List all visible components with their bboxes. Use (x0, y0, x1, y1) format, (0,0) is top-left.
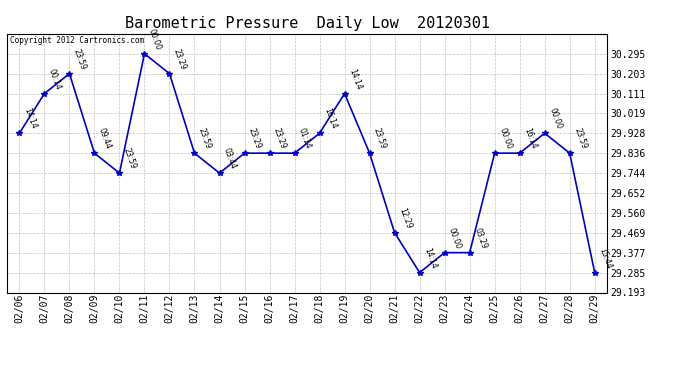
Text: 14:14: 14:14 (347, 68, 363, 91)
Text: Copyright 2012 Cartronics.com: Copyright 2012 Cartronics.com (10, 36, 144, 45)
Text: 23:29: 23:29 (272, 127, 288, 150)
Text: 14:14: 14:14 (22, 107, 38, 130)
Text: 23:59: 23:59 (372, 127, 388, 150)
Text: 16:14: 16:14 (322, 107, 338, 130)
Text: 03:29: 03:29 (472, 226, 488, 250)
Text: 03:44: 03:44 (222, 147, 238, 171)
Text: 01:14: 01:14 (297, 127, 313, 150)
Text: 23:29: 23:29 (172, 48, 188, 71)
Text: 23:59: 23:59 (122, 147, 138, 171)
Text: 00:14: 00:14 (47, 68, 63, 91)
Text: 23:59: 23:59 (197, 127, 213, 150)
Text: 14:14: 14:14 (422, 246, 438, 270)
Text: 16:14: 16:14 (522, 127, 538, 150)
Text: 00:00: 00:00 (497, 127, 513, 150)
Text: 09:44: 09:44 (97, 127, 113, 150)
Text: 15:44: 15:44 (598, 246, 613, 270)
Text: 23:59: 23:59 (572, 127, 588, 150)
Text: 00:00: 00:00 (547, 107, 563, 130)
Text: 00:00: 00:00 (447, 226, 463, 250)
Text: 12:29: 12:29 (397, 207, 413, 230)
Text: 23:59: 23:59 (72, 47, 88, 71)
Text: 23:29: 23:29 (247, 127, 263, 150)
Title: Barometric Pressure  Daily Low  20120301: Barometric Pressure Daily Low 20120301 (125, 16, 489, 31)
Text: 00:00: 00:00 (147, 27, 163, 51)
